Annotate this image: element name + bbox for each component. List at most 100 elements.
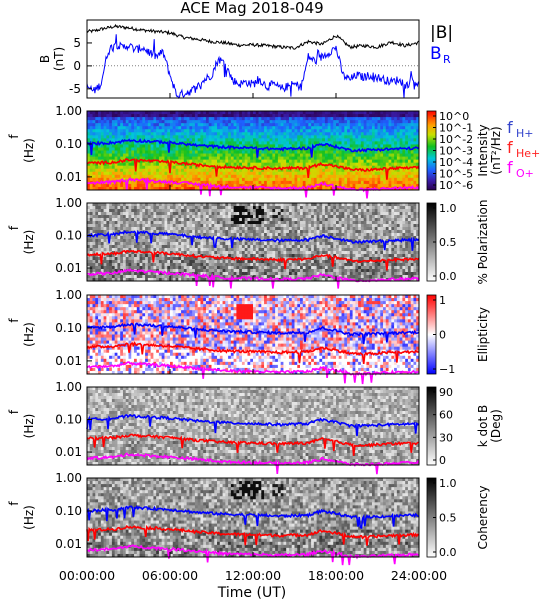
spectrogram-cell <box>186 203 190 207</box>
spectrogram-cell <box>324 132 329 136</box>
spectrogram-cell <box>158 242 163 246</box>
spectrogram-cell <box>236 159 240 164</box>
spectrogram-cell <box>131 221 135 225</box>
spectrogram-cell <box>194 126 199 130</box>
spectrogram-cell <box>205 126 210 130</box>
spectrogram-cell <box>394 186 398 191</box>
spectrogram-polarization <box>87 203 420 282</box>
spectrogram-cell <box>194 186 199 191</box>
spectrogram-cell <box>305 111 309 115</box>
spectrogram-cell <box>117 138 121 142</box>
spectrogram-cell <box>189 147 193 151</box>
spectrogram-cell <box>291 153 295 157</box>
spectrogram-cell <box>305 162 309 167</box>
spectrogram-cell <box>136 168 140 173</box>
spectrogram-cell <box>203 129 207 133</box>
spectrogram-cell <box>352 165 356 170</box>
spectrogram-cell <box>194 147 199 151</box>
spectrogram-cell <box>208 120 212 124</box>
spectrogram-cell <box>153 263 157 267</box>
spectrogram-cell <box>261 251 265 255</box>
spectrogram-cell <box>203 186 207 191</box>
spectrogram-cell <box>172 221 176 225</box>
spectrogram-cell <box>233 123 237 127</box>
spectrogram-cell <box>120 165 124 170</box>
spectrogram-cell <box>122 278 127 282</box>
spectrogram-cell <box>233 138 237 142</box>
spectrogram-cell <box>272 215 276 219</box>
spectrogram-cell <box>416 141 420 145</box>
spectrogram-cell <box>297 123 301 127</box>
spectrogram-cell <box>266 114 270 118</box>
spectrogram-cell <box>253 275 257 279</box>
spectrogram-cell <box>253 233 257 237</box>
spectrogram-cell <box>181 168 185 173</box>
spectrogram-cell <box>114 153 118 157</box>
spectrogram-cell <box>92 165 96 170</box>
spectrogram-cell <box>391 183 395 188</box>
spectrogram-cell <box>164 126 168 130</box>
spectrogram-cell <box>87 248 91 252</box>
spectrogram-cell <box>208 263 212 267</box>
spectrogram-cell <box>170 132 174 136</box>
spectrogram-cell <box>211 120 215 124</box>
spectrogram-cell <box>264 245 268 249</box>
spectrogram-cell <box>98 260 102 264</box>
spectrogram-cell <box>388 150 392 154</box>
spectrogram-cell <box>128 135 132 139</box>
spectrogram-cell <box>92 221 96 225</box>
spectrogram-cell <box>178 111 182 115</box>
spectrogram-cell <box>208 209 212 213</box>
spectrogram-cell <box>269 215 273 219</box>
spectrogram-cell <box>399 129 403 133</box>
spectra-y-axis-unit: (Hz) <box>22 138 36 163</box>
spectrogram-cell <box>405 168 409 173</box>
spectrogram-cell <box>203 171 207 176</box>
spectrogram-cell <box>136 180 140 185</box>
spectrogram-cell <box>294 156 298 161</box>
spectrogram-cell <box>344 138 348 142</box>
spectrogram-cell <box>136 165 140 170</box>
spectrogram-cell <box>125 111 129 115</box>
spectrogram-cell <box>247 215 251 219</box>
spectrogram-cell <box>183 129 187 133</box>
spectrogram-cell <box>407 168 412 173</box>
spectrogram-cell <box>145 150 149 154</box>
spectrogram-cell <box>219 117 223 121</box>
spectrogram-cell <box>355 114 359 118</box>
spectrogram-cell <box>399 141 403 145</box>
spectrogram-cell <box>391 150 395 154</box>
spectrogram-cell <box>114 266 118 270</box>
spectrogram-cell <box>170 168 174 173</box>
spectrogram-cell <box>250 215 254 219</box>
spectrogram-cell <box>89 153 93 157</box>
spectrogram-cell <box>203 156 207 161</box>
spectrogram-cell <box>192 203 196 207</box>
spectrogram-cell <box>136 123 140 127</box>
spectrogram-cell <box>142 206 146 210</box>
spectrogram-cell <box>338 114 342 118</box>
spectrogram-cell <box>217 203 221 207</box>
spectrogram-cell <box>139 126 143 130</box>
spectrogram-cell <box>125 144 129 148</box>
spectrogram-cell <box>131 218 135 222</box>
spectrogram-cell <box>217 224 221 228</box>
spectrogram-cell <box>247 272 251 276</box>
spectrogram-cell <box>266 230 270 234</box>
spectrogram-cell <box>181 153 185 157</box>
spectrogram-cell <box>374 174 378 179</box>
spectrogram-cell <box>324 156 329 161</box>
spectrogram-cell <box>181 156 185 161</box>
spectrogram-cell <box>172 212 176 216</box>
spectrogram-cell <box>98 138 102 142</box>
spectrogram-cell <box>100 144 104 148</box>
spectrogram-cell <box>258 144 262 148</box>
spectrogram-cell <box>239 153 243 157</box>
spectrogram-cell <box>261 186 265 191</box>
spectrogram-cell <box>347 126 351 130</box>
spectrogram-cell <box>286 180 290 185</box>
spectrogram-cell <box>369 132 373 136</box>
spectrogram-cell <box>153 126 157 130</box>
spectrogram-cell <box>208 147 212 151</box>
spectrogram-cell <box>264 177 268 182</box>
